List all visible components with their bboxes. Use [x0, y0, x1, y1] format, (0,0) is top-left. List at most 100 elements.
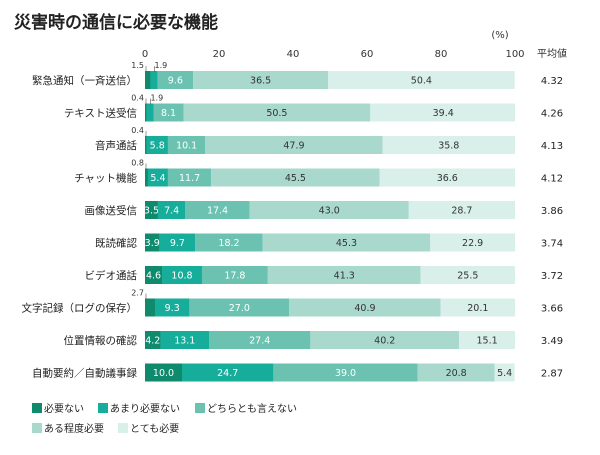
legend-swatch	[118, 423, 128, 433]
category-label: 自動要約／自動議事録	[32, 367, 137, 380]
data-label: 39.0	[335, 368, 356, 379]
average-value: 3.72	[541, 271, 563, 282]
average-value: 4.32	[541, 76, 563, 87]
bar-segment	[417, 363, 495, 382]
bar-row: 文字記録（ログの保存） 2.7 9.3 27.0 40.9 20.1 3.66	[22, 289, 563, 317]
x-tick-label: 40	[287, 49, 300, 60]
bar-row: ビデオ通話 4.6 10.8 17.8 41.3 25.5 3.72	[85, 266, 563, 284]
data-label: 5.4	[150, 173, 165, 184]
bar-segment	[382, 136, 515, 154]
bar-segment	[154, 298, 190, 317]
average-value: 4.13	[541, 141, 563, 152]
category-label: 緊急通知（一斉送信）	[32, 74, 137, 87]
data-label: 0.4	[131, 94, 144, 103]
average-header: 平均値	[537, 47, 567, 60]
data-label: 10.8	[171, 271, 192, 282]
data-label: 5.4	[497, 368, 512, 379]
data-label: 50.4	[411, 76, 432, 87]
data-label: 40.2	[374, 336, 395, 347]
bar-segment	[289, 298, 441, 317]
bar-segment	[145, 233, 160, 252]
x-tick-label: 100	[505, 49, 524, 60]
data-label: 22.9	[462, 238, 483, 249]
data-label: 20.8	[446, 368, 467, 379]
bar-segment	[379, 168, 515, 187]
data-label: 15.1	[476, 336, 497, 347]
legend-label: とても必要	[130, 422, 179, 435]
legend-swatch	[98, 403, 108, 413]
bar-segment	[249, 201, 409, 219]
data-label: 13.1	[174, 336, 195, 347]
data-label: 36.6	[437, 173, 458, 184]
data-label: 3.9	[145, 238, 160, 249]
bar-segment	[150, 71, 158, 89]
data-label: 1.9	[155, 61, 168, 70]
bar-segment	[370, 103, 515, 122]
data-label: 41.3	[334, 271, 355, 282]
data-label: 20.1	[467, 303, 488, 314]
legend-swatch	[32, 423, 42, 433]
bar-segment	[145, 266, 163, 284]
data-label: 10.0	[153, 368, 174, 379]
data-label: 2.7	[131, 289, 144, 298]
bar-segment	[147, 168, 168, 187]
bar-segment	[195, 233, 263, 252]
legend-label: ある程度必要	[44, 422, 104, 435]
data-label: 18.2	[218, 238, 239, 249]
legend-label: あまり必要ない	[110, 402, 180, 415]
data-label: 39.4	[433, 108, 454, 119]
bar-segment	[167, 136, 206, 154]
bar-segment	[189, 298, 290, 317]
legend-swatch	[195, 403, 205, 413]
bar-row: 自動要約／自動議事録 10.0 24.7 39.0 20.8 5.4 2.87	[32, 363, 563, 382]
data-label: 11.7	[179, 173, 200, 184]
bar-segment	[185, 201, 250, 219]
data-label: 35.8	[438, 141, 459, 152]
data-label: 1.5	[131, 61, 144, 70]
bar-segment	[494, 363, 515, 382]
average-value: 4.12	[541, 174, 563, 185]
data-label: 9.7	[170, 238, 185, 249]
average-value: 2.87	[541, 369, 563, 380]
data-label: 8.1	[161, 108, 176, 119]
data-label: 47.9	[283, 141, 304, 152]
data-label: 1.9	[150, 94, 163, 103]
bar-segment	[145, 331, 161, 349]
x-tick-label: 0	[142, 49, 148, 60]
average-value: 3.86	[541, 206, 563, 217]
bar-segment	[183, 103, 371, 122]
data-label: 17.4	[207, 206, 228, 217]
bar-row: 位置情報の確認 4.2 13.1 27.4 40.2 15.1 3.49	[64, 331, 563, 349]
category-label: 文字記録（ログの保存）	[22, 302, 138, 315]
bar-segment	[430, 233, 515, 252]
data-label: 45.3	[336, 238, 357, 249]
data-label: 25.5	[457, 271, 478, 282]
legend-swatch	[32, 403, 42, 413]
bar-segment	[145, 103, 147, 122]
bar-segment	[182, 363, 274, 382]
data-label: 27.4	[249, 336, 270, 347]
data-label: 5.8	[150, 141, 165, 152]
category-label: 画像送受信	[85, 204, 138, 217]
bar-segment	[157, 71, 194, 89]
legend-label: どちらとも言えない	[207, 402, 297, 415]
category-label: テキスト送受信	[64, 107, 137, 120]
data-label: 10.1	[176, 141, 197, 152]
bar-segment	[408, 201, 515, 219]
bar-segment	[262, 233, 431, 252]
bar-row: 既読確認 3.9 9.7 18.2 45.3 22.9 3.74	[95, 233, 563, 252]
bar-segment	[459, 331, 515, 349]
bar-segment	[205, 136, 383, 154]
bar-segment	[328, 71, 515, 89]
average-value: 4.26	[541, 109, 563, 120]
data-label: 27.0	[229, 303, 250, 314]
legend-item: とても必要	[118, 422, 179, 435]
average-value: 3.74	[541, 239, 563, 250]
chart-title: 災害時の通信に必要な機能	[14, 12, 218, 33]
bar-segment	[201, 266, 268, 284]
bar-segment	[146, 103, 154, 122]
bar-segment	[440, 298, 515, 317]
bar-segment	[167, 168, 212, 187]
bar-segment	[160, 331, 210, 349]
bar-segment	[209, 331, 311, 349]
